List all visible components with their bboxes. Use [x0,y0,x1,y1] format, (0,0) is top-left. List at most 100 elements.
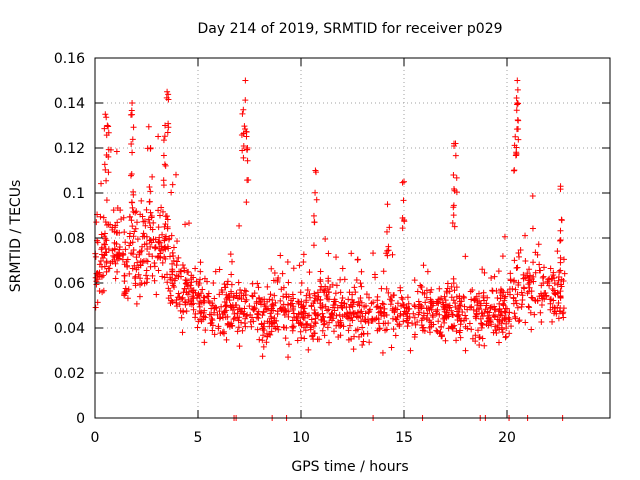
data-point [173,297,180,304]
data-point [414,318,421,325]
data-point [558,217,565,224]
data-point [449,323,456,330]
data-point [132,225,139,232]
data-point [179,294,186,301]
data-point [522,232,529,239]
data-point [524,290,531,297]
data-point [383,285,390,292]
data-point [155,207,162,214]
data-point [193,278,200,285]
data-point [114,268,121,275]
data-point [411,277,418,284]
data-point [558,283,565,290]
data-point [382,327,389,334]
data-point [295,320,302,327]
data-point [123,287,130,294]
data-point [414,288,421,295]
data-point [251,290,258,297]
data-point [383,228,390,235]
data-point [98,251,105,258]
data-point [389,307,396,314]
data-point [263,305,270,312]
data-point [160,137,167,144]
data-point [537,267,544,274]
data-point [131,275,138,282]
data-point [109,247,116,254]
data-point [550,287,557,294]
data-point [264,333,271,340]
data-point [473,293,480,300]
data-point [285,313,292,320]
data-point [396,322,403,329]
data-point [173,262,180,269]
data-point [260,343,267,350]
data-point [499,329,506,336]
data-point [223,307,230,314]
data-point [119,250,126,257]
data-point [330,315,337,322]
data-point [320,314,327,321]
data-point [240,142,247,149]
data-point [243,199,250,206]
data-point [212,268,219,275]
data-point [168,189,175,196]
data-point [185,296,192,303]
data-point [443,304,450,311]
data-point [450,297,457,304]
data-point [115,249,122,256]
data-point [129,100,136,106]
data-point [528,294,535,301]
data-point [205,290,212,297]
data-point [285,354,292,361]
data-point [98,244,105,251]
data-point [282,335,289,342]
data-point [268,315,275,322]
data-point [94,299,101,306]
data-point [511,257,518,264]
data-point [169,298,176,305]
data-point [306,312,313,319]
data-point [166,235,173,242]
data-point [235,324,242,331]
data-point [210,280,217,287]
data-point [554,289,561,296]
data-point [218,287,225,294]
data-point [133,300,140,307]
data-point [209,300,216,307]
data-point [427,296,434,303]
data-point [130,208,137,215]
data-point [338,299,345,306]
data-point [312,310,319,317]
data-point [424,268,431,275]
data-point [538,319,545,326]
data-point [348,314,355,321]
data-point [163,213,170,220]
data-point [199,286,206,293]
data-point [510,300,517,307]
data-point [384,201,391,208]
data-point [132,273,139,280]
data-point [281,324,288,331]
data-point [332,290,339,297]
data-point [427,329,434,336]
data-point [192,265,199,272]
data-point [101,233,108,240]
data-point [144,258,151,265]
data-point [159,259,166,266]
data-point [326,319,333,326]
data-point [114,257,121,264]
data-point [550,297,557,304]
data-point [103,259,110,266]
data-point [560,314,567,321]
data-point [501,308,508,315]
data-point [229,307,236,314]
data-point [526,304,533,311]
data-point [505,314,512,321]
data-point [121,278,128,285]
data-point [423,305,430,312]
data-point [143,279,150,286]
data-point [453,337,460,344]
data-point [494,295,501,302]
data-point [557,259,564,266]
data-point [154,254,161,261]
